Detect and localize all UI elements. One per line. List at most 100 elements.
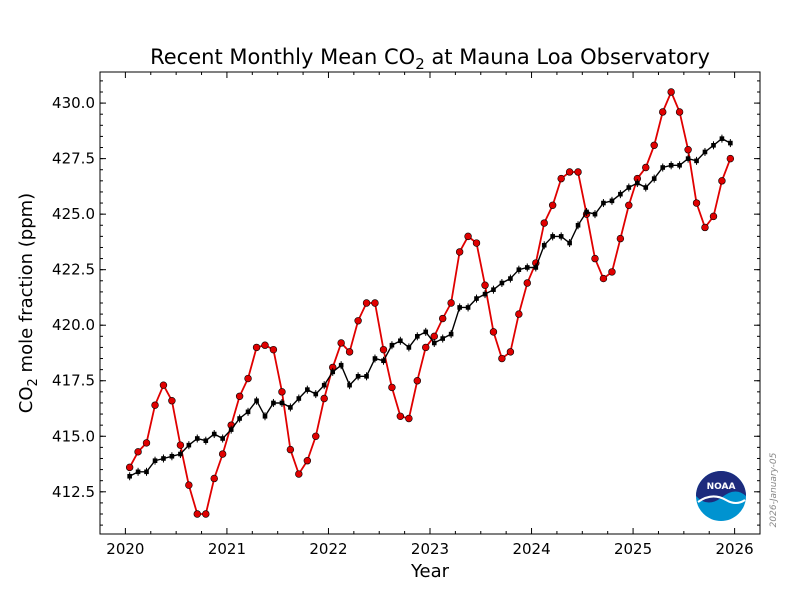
data-point <box>193 510 201 518</box>
data-point <box>584 209 589 215</box>
data-point <box>159 381 168 389</box>
data-point <box>524 265 530 270</box>
data-point <box>702 149 708 155</box>
data-point <box>465 305 471 310</box>
data-point <box>726 154 735 163</box>
data-point <box>303 457 312 465</box>
data-point <box>345 348 354 356</box>
data-point <box>684 146 692 154</box>
data-point <box>667 88 675 96</box>
data-point <box>125 463 134 472</box>
data-point <box>557 174 565 183</box>
data-point <box>516 267 522 272</box>
data-point <box>448 331 454 337</box>
data-point <box>550 234 555 239</box>
data-point <box>650 141 658 149</box>
data-point <box>127 473 132 479</box>
data-point <box>211 431 217 437</box>
data-point <box>218 450 227 458</box>
data-point <box>305 387 310 392</box>
data-point <box>599 274 608 283</box>
data-point <box>295 470 303 478</box>
data-point <box>472 239 481 247</box>
data-point <box>271 400 276 406</box>
data-point <box>135 469 141 475</box>
data-point <box>371 299 379 307</box>
data-point <box>423 329 429 335</box>
data-point <box>718 177 726 185</box>
data-point <box>515 310 523 318</box>
data-point <box>406 345 412 350</box>
data-point <box>313 391 319 397</box>
data-point <box>261 341 269 349</box>
data-point <box>609 198 615 204</box>
y-tick-label: 427.5 <box>52 150 95 168</box>
data-point <box>565 168 574 176</box>
data-point <box>440 336 445 341</box>
data-point <box>254 398 259 404</box>
data-point <box>642 163 650 172</box>
data-point <box>457 305 462 310</box>
data-point <box>279 400 285 406</box>
data-point <box>244 374 252 383</box>
data-point <box>381 358 386 364</box>
data-point <box>330 369 336 375</box>
data-point <box>625 201 633 209</box>
series-0 <box>125 88 735 518</box>
data-point <box>498 354 506 363</box>
data-point <box>252 343 261 352</box>
y-tick-label: 422.5 <box>52 261 95 279</box>
data-point <box>235 392 244 400</box>
y-tick-label: 415.0 <box>52 427 95 445</box>
data-point <box>338 362 344 368</box>
series-layer <box>125 88 735 518</box>
x-tick-label: 2021 <box>208 540 246 558</box>
data-point <box>455 248 464 256</box>
data-point <box>608 268 616 276</box>
data-point <box>161 456 166 461</box>
y-tick-label: 420.0 <box>52 316 95 334</box>
noaa-logo: NOAA <box>696 471 746 521</box>
data-point <box>186 442 192 448</box>
data-point <box>228 427 234 432</box>
data-point <box>591 254 599 263</box>
data-point <box>151 401 159 409</box>
data-point <box>288 405 293 410</box>
data-point <box>398 338 403 344</box>
data-point <box>643 185 649 190</box>
data-point <box>355 373 361 379</box>
data-point <box>396 412 405 420</box>
plot-frame <box>99 71 761 535</box>
data-point <box>152 458 158 464</box>
data-point <box>194 436 200 441</box>
data-point <box>312 432 320 440</box>
data-point <box>548 201 557 209</box>
data-point <box>220 436 225 441</box>
data-point <box>481 281 489 289</box>
data-point <box>711 142 716 148</box>
data-point <box>168 397 176 405</box>
data-point <box>321 382 327 388</box>
data-point <box>675 108 684 116</box>
data-point <box>685 156 691 161</box>
series-1 <box>127 134 733 481</box>
data-point <box>202 510 210 518</box>
data-point <box>677 162 682 168</box>
data-point <box>601 200 606 206</box>
y-tick-label: 425.0 <box>52 205 95 223</box>
data-point <box>508 276 513 281</box>
data-point <box>379 345 388 354</box>
data-point <box>337 339 345 347</box>
data-point <box>388 383 396 392</box>
data-point <box>362 299 371 307</box>
noaa-logo-text: NOAA <box>707 482 736 492</box>
data-point <box>430 332 438 341</box>
axis-ticks: 2020 2021 2022 2023 2024 2025 2026 412.5 415.0 41… <box>52 72 761 558</box>
data-point <box>185 481 193 489</box>
data-point <box>558 234 564 239</box>
data-point <box>389 342 395 348</box>
data-point <box>415 334 420 339</box>
data-point <box>278 388 286 396</box>
data-point <box>447 299 455 307</box>
data-point <box>245 409 251 415</box>
